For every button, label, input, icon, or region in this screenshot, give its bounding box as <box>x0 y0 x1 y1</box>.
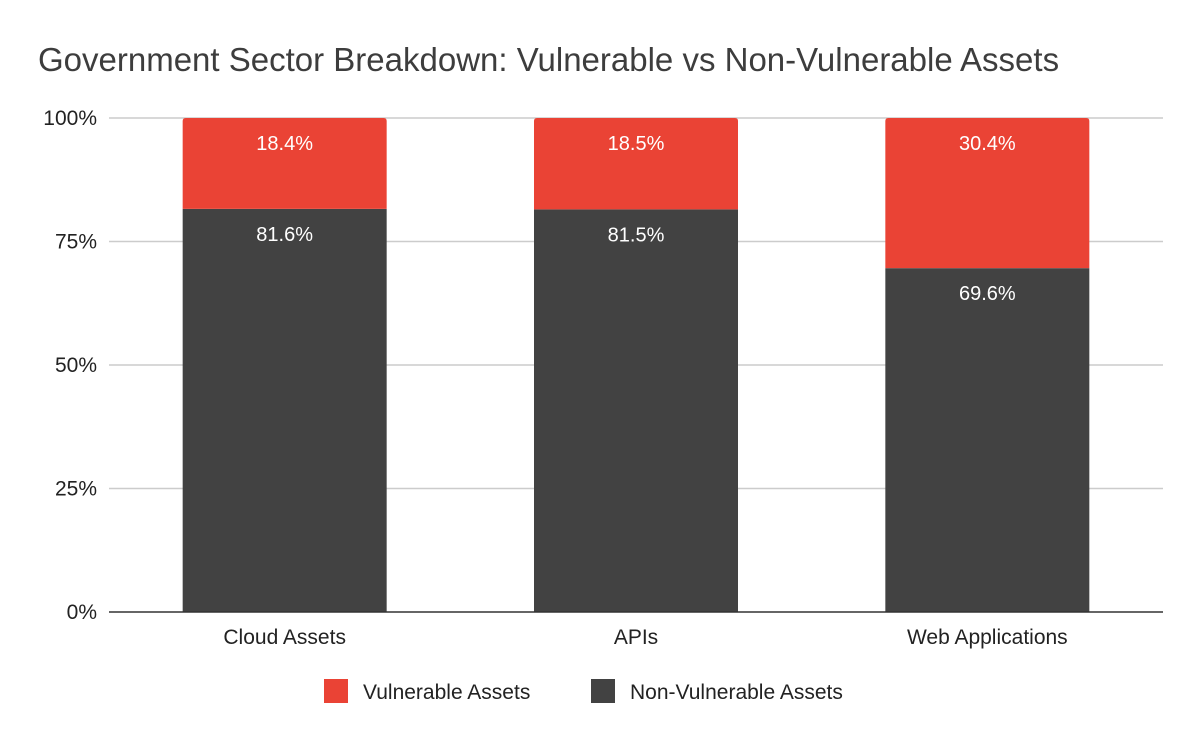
legend-swatch <box>324 679 348 703</box>
bar-segment-vulnerable-assets <box>182 118 387 209</box>
data-label: 81.6% <box>256 224 313 246</box>
bar-segment-non-vulnerable-assets <box>885 268 1090 612</box>
x-axis-categories: Cloud Assets APIs Web Applications <box>223 626 1067 649</box>
legend-label: Vulnerable Assets <box>363 681 530 704</box>
x-category-label: Cloud Assets <box>223 626 346 649</box>
data-label: 18.5% <box>608 133 665 155</box>
chart-title: Government Sector Breakdown: Vulnerable … <box>38 41 1059 78</box>
bars <box>182 118 1090 612</box>
bar-segment-vulnerable-assets <box>885 118 1090 269</box>
y-axis-ticks: 0% 25% 50% 75% 100% <box>43 107 97 624</box>
y-tick-label: 0% <box>67 601 97 624</box>
data-labels: 81.6% 18.4% 81.5% 18.5% 69.6% 30.4% <box>256 133 1016 305</box>
data-label: 18.4% <box>256 133 313 155</box>
y-tick-label: 25% <box>55 478 97 501</box>
data-label: 81.5% <box>608 224 665 246</box>
x-category-label: APIs <box>614 626 658 649</box>
x-category-label: Web Applications <box>907 626 1068 649</box>
bar-segment-non-vulnerable-assets <box>534 209 738 612</box>
data-label: 30.4% <box>959 133 1016 155</box>
y-tick-label: 75% <box>55 231 97 254</box>
y-tick-label: 50% <box>55 354 97 377</box>
y-tick-label: 100% <box>43 107 97 130</box>
bar-segment-vulnerable-assets <box>534 118 738 210</box>
legend-swatch <box>591 679 615 703</box>
data-label: 69.6% <box>959 283 1016 305</box>
bar-segment-non-vulnerable-assets <box>182 208 387 612</box>
legend: Vulnerable Assets Non-Vulnerable Assets <box>324 679 843 704</box>
legend-label: Non-Vulnerable Assets <box>630 681 843 704</box>
